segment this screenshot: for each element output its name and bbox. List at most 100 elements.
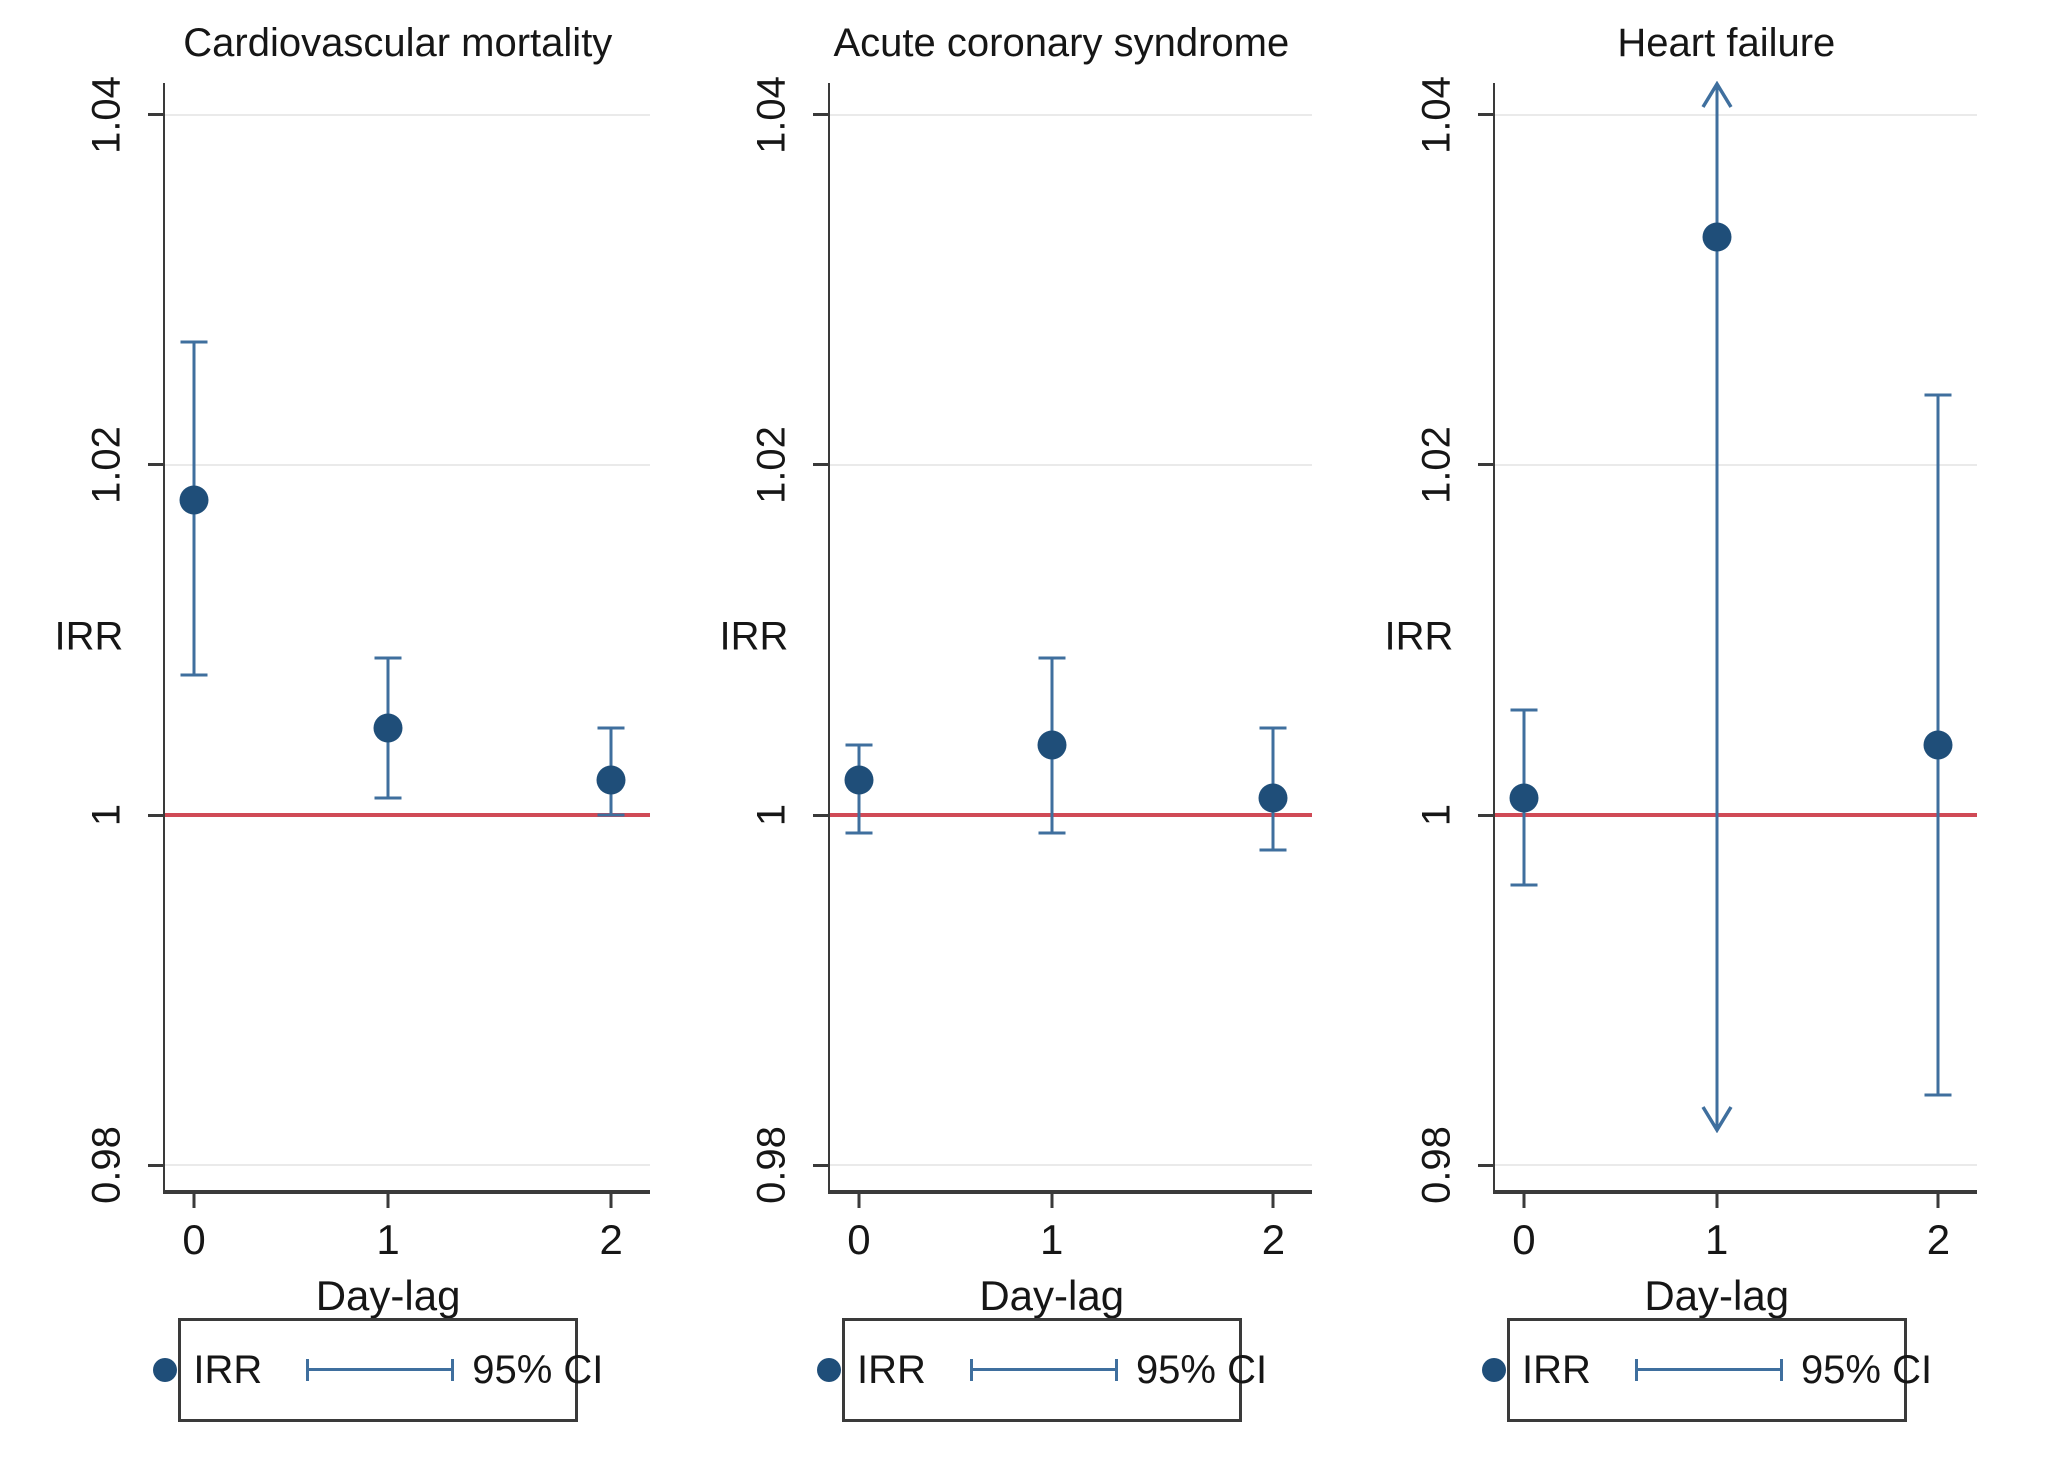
x-tick-mark	[1271, 1194, 1275, 1208]
y-tick-mark	[813, 813, 828, 817]
ci-clip-arrow-down-icon	[1700, 1105, 1734, 1134]
legend-irr-marker-icon	[1482, 1358, 1507, 1382]
plot-area: 1.04 1.02 1 0.98 0 1 2	[750, 76, 1312, 1263]
x-tick-label: 1	[1705, 1216, 1729, 1263]
x-tick-mark	[192, 1194, 196, 1208]
y-tick-label: 0.98	[1414, 1126, 1459, 1205]
irr-point	[373, 713, 403, 743]
x-tick-mark	[1936, 1194, 1940, 1208]
y-tick-label: 0.98	[84, 1126, 129, 1205]
legend: IRR 95% CI	[153, 1318, 603, 1422]
irr-point	[1509, 783, 1539, 813]
y-tick-label: 1	[1414, 804, 1459, 827]
legend-ci-label: 95% CI	[472, 1347, 604, 1392]
y-tick-label: 0.98	[749, 1126, 794, 1205]
ci-upper-cap	[180, 340, 208, 344]
y-tick-label: 1	[749, 804, 794, 827]
y-tick-mark	[148, 113, 163, 117]
x-axis-title: Day-lag	[315, 1272, 461, 1319]
reference-line	[165, 813, 650, 818]
ci-upper-cap	[374, 656, 402, 660]
gridline	[165, 463, 650, 466]
gridline	[165, 1164, 650, 1167]
ci-upper-cap	[845, 743, 873, 747]
ci-lower-cap	[1924, 1093, 1952, 1097]
y-tick-label: 1	[84, 804, 129, 827]
legend-ci-marker-icon	[969, 1359, 1118, 1381]
gridline	[1495, 1164, 1977, 1167]
y-tick-mark	[148, 463, 163, 467]
panel: Acute coronary syndrome IRR 1.04 1.02 1 0.9…	[720, 21, 1312, 1422]
y-axis-title: IRR	[1384, 614, 1454, 658]
y-tick-label: 1.04	[1414, 75, 1459, 154]
ci-upper-cap	[597, 726, 625, 730]
ci-lower-cap	[180, 673, 208, 677]
ci-lower-cap	[1259, 848, 1287, 852]
y-tick-mark	[1478, 463, 1493, 467]
gridline	[830, 1164, 1312, 1167]
y-tick-mark	[1478, 113, 1493, 117]
ci-upper-cap	[1510, 708, 1538, 712]
legend: IRR 95% CI	[817, 1318, 1267, 1422]
gridline	[165, 113, 650, 116]
irr-point	[1037, 730, 1067, 760]
ci-line	[1715, 84, 1719, 1131]
ci-upper-cap	[1924, 393, 1952, 397]
y-tick-mark	[813, 1163, 828, 1167]
x-tick-label: 2	[1926, 1216, 1951, 1263]
irr-point	[179, 485, 209, 515]
y-tick-label: 1.02	[1414, 425, 1459, 504]
x-tick-label: 0	[182, 1216, 206, 1263]
panel-title: Cardiovascular mortality	[183, 21, 613, 65]
ci-lower-cap	[845, 831, 873, 835]
gridline	[830, 113, 1312, 116]
y-tick-label: 1.04	[84, 75, 129, 154]
y-tick-label: 1.02	[749, 425, 794, 504]
legend-irr-marker-icon	[817, 1358, 842, 1382]
legend-irr-marker-icon	[153, 1358, 178, 1382]
x-tick-label: 2	[1261, 1216, 1286, 1263]
gridline	[1495, 463, 1977, 466]
panel-title: Heart failure	[1617, 21, 1836, 65]
plot-area: 1.04 1.02 1 0.98 0 1 2	[85, 76, 650, 1263]
x-tick-mark	[1050, 1194, 1054, 1208]
y-tick-mark	[813, 113, 828, 117]
x-tick-label: 0	[847, 1216, 871, 1263]
x-tick-mark	[609, 1194, 613, 1208]
irr-point	[596, 765, 626, 795]
panel: Cardiovascular mortality IRR 1.04 1.02 1 0.…	[55, 21, 650, 1422]
irr-point	[1923, 730, 1953, 760]
legend-irr-label: IRR	[1522, 1347, 1591, 1392]
x-axis-title: Day-lag	[1644, 1272, 1790, 1319]
legend-ci-marker-icon	[306, 1359, 455, 1381]
y-tick-label: 1.04	[749, 75, 794, 154]
plot-area: 1.04 1.02 1 0.98 0 1 2	[1415, 76, 1977, 1263]
y-tick-mark	[1478, 813, 1493, 817]
panel: Heart failure IRR 1.04 1.02 1 0.98 0 1 2 Day-l…	[1385, 21, 1977, 1422]
y-tick-label: 1.02	[84, 425, 129, 504]
x-tick-label: 1	[1040, 1216, 1064, 1263]
reference-line	[830, 813, 1312, 818]
ci-lower-cap	[1038, 831, 1066, 835]
x-axis-title: Day-lag	[979, 1272, 1125, 1319]
legend-ci-label: 95% CI	[1135, 1347, 1268, 1392]
ci-lower-cap	[1510, 883, 1538, 887]
x-tick-label: 0	[1512, 1216, 1536, 1263]
ci-upper-cap	[1259, 726, 1287, 730]
gridline	[1495, 113, 1977, 116]
y-tick-mark	[1478, 1163, 1493, 1167]
reference-line	[1495, 813, 1977, 818]
x-tick-label: 2	[599, 1216, 623, 1263]
x-tick-mark	[857, 1194, 861, 1208]
ci-lower-cap	[597, 813, 625, 817]
legend: IRR 95% CI	[1482, 1318, 1932, 1422]
legend-ci-label: 95% CI	[1800, 1347, 1933, 1392]
x-tick-mark	[1522, 1194, 1526, 1208]
irr-point	[1258, 783, 1288, 813]
legend-irr-label: IRR	[857, 1347, 926, 1392]
x-tick-mark	[386, 1194, 390, 1208]
y-tick-mark	[813, 463, 828, 467]
legend-irr-label: IRR	[193, 1347, 263, 1392]
x-tick-label: 1	[376, 1216, 400, 1263]
